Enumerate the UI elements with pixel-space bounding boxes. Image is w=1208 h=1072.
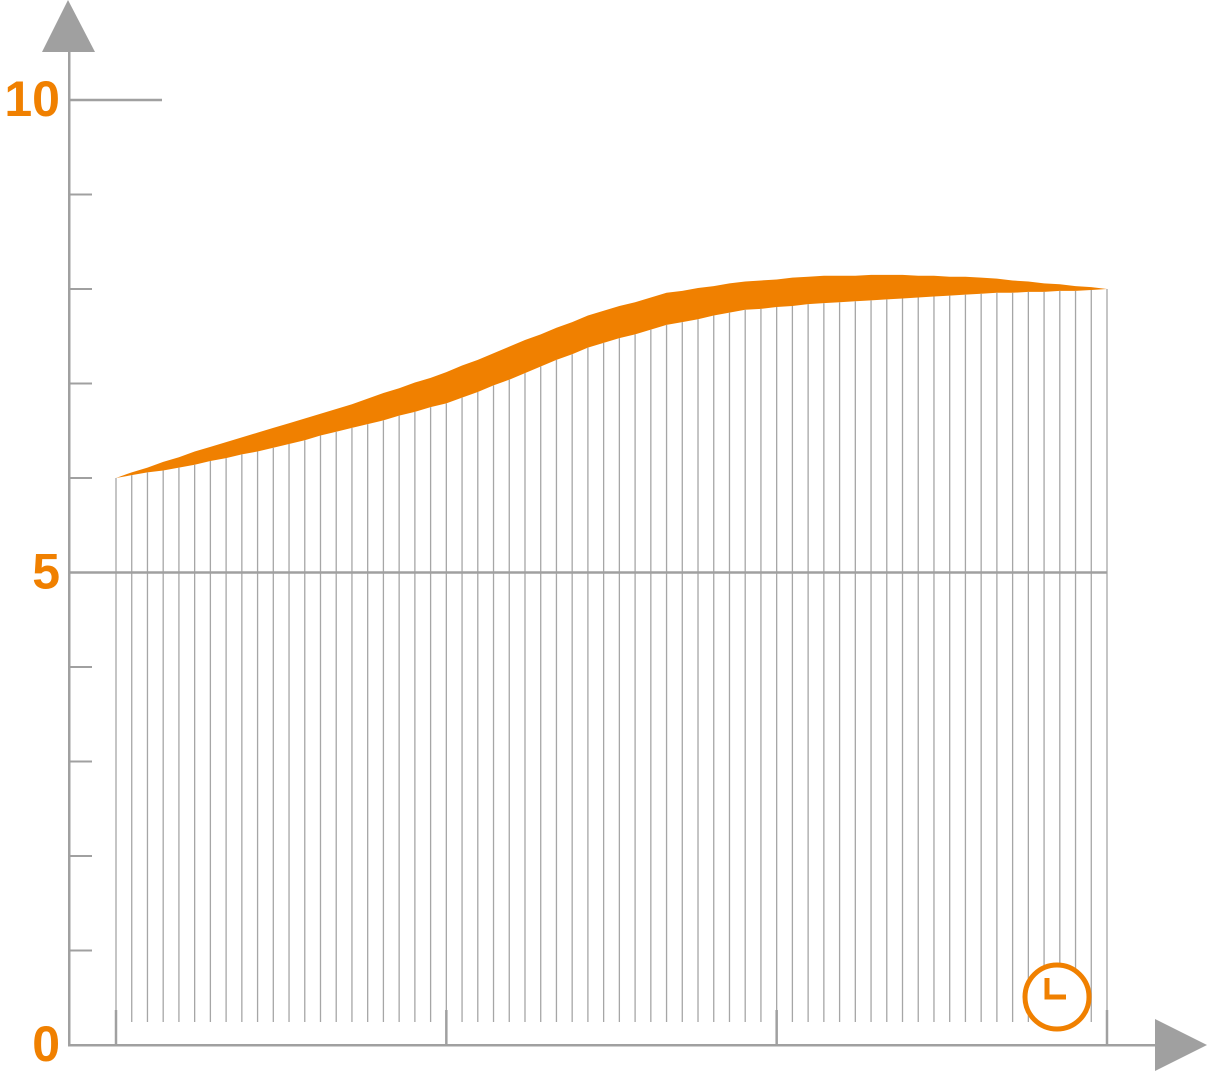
- band: [116, 274, 1107, 478]
- axes: [42, 0, 1207, 1071]
- y-axis-arrow: [42, 0, 95, 52]
- clock-icon: [1022, 962, 1092, 1032]
- clock-hands: [1044, 978, 1066, 1000]
- y-tick-label: 5: [32, 544, 60, 600]
- y-tick-label: 0: [32, 1016, 60, 1072]
- x-axis: [68, 1044, 1160, 1047]
- x-axis-arrow: [1155, 1019, 1207, 1071]
- y-axis: [68, 48, 71, 1046]
- y-tick-label: 10: [4, 71, 60, 127]
